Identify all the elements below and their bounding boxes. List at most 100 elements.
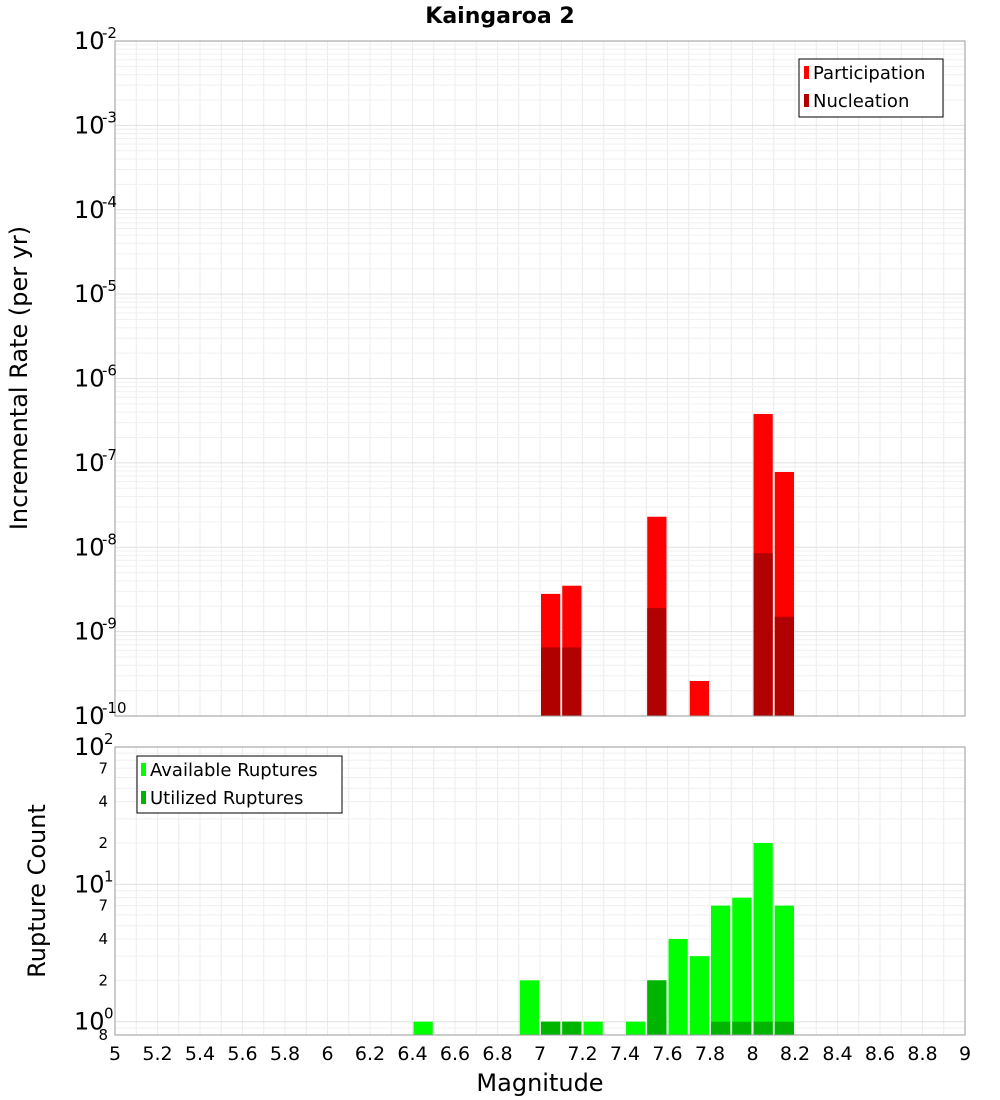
rate-y-tick-exponent: -5 [102, 277, 117, 295]
rate-y-tick-exponent: -7 [102, 446, 117, 464]
rate-bar-nucleation [541, 647, 561, 716]
x-tick-label: 5.8 [270, 1043, 300, 1065]
x-tick-label: 5.4 [185, 1043, 215, 1065]
rate-y-tick-label: 10 [74, 27, 105, 55]
rate-y-tick-label: 10 [74, 449, 105, 477]
rate-legend-box [798, 58, 944, 118]
x-tick-label: 6.8 [482, 1043, 512, 1065]
count-y-axis-label: Rupture Count [23, 804, 51, 978]
x-tick-label: 6.6 [440, 1043, 470, 1065]
available-legend-label: Available Ruptures [150, 760, 318, 781]
rate-y-tick-label: 10 [74, 618, 105, 646]
count-y-minor-tick-label: 2 [98, 834, 108, 852]
count-plot-border [114, 746, 966, 1036]
chart-title: Kaingaroa 2 [425, 4, 574, 29]
count-y-tick-label: 10 [74, 733, 105, 761]
rate-y-tick-exponent: -9 [102, 615, 117, 633]
rate-y-tick-label: 10 [74, 111, 105, 139]
rate-y-tick-label: 10 [74, 196, 105, 224]
utilized-legend-label: Utilized Ruptures [150, 788, 303, 809]
count-legend-box [136, 755, 343, 814]
rate-y-tick-exponent: -10 [102, 699, 127, 717]
x-tick-label: 7 [534, 1043, 546, 1065]
rate-panel: 10-210-310-410-510-610-710-810-910-10 In… [5, 24, 966, 730]
count-y-tick-label: 10 [74, 870, 105, 898]
count-bar-utilized-ruptures [541, 1021, 561, 1035]
count-y-minor-tick-label: 7 [98, 897, 108, 915]
rate-y-tick-exponent: -4 [102, 193, 117, 211]
count-legend: Available Ruptures Utilized Ruptures [136, 755, 343, 814]
count-bar-utilized-ruptures [562, 1021, 582, 1035]
count-bars [413, 843, 794, 1035]
rate-y-tick-exponent: -3 [102, 108, 117, 126]
x-ticks: 5 5.2 5.4 5.6 5.8 6 6.2 6.4 6.6 6.8 7 7.2 7.4 7.6 7.8 8… [109, 1043, 971, 1065]
rate-y-tick-label: 10 [74, 280, 105, 308]
x-tick-label: 7.4 [610, 1043, 640, 1065]
x-tick-label: 5.2 [142, 1043, 172, 1065]
count-bar-available-ruptures [413, 1021, 433, 1035]
rate-y-tick-label: 10 [74, 365, 105, 393]
x-tick-label: 6 [321, 1043, 333, 1065]
count-bar-available-ruptures [519, 980, 539, 1035]
count-y-tick-exponent: 0 [104, 1005, 114, 1023]
x-tick-label: 8.8 [907, 1043, 937, 1065]
rate-bar-nucleation [647, 608, 667, 716]
available-legend-swatch [141, 763, 146, 776]
count-y-minor-tick-label: 2 [98, 971, 108, 989]
count-bar-available-ruptures [732, 897, 752, 1035]
rate-bar-participation [689, 680, 709, 716]
count-bar-utilized-ruptures [647, 980, 667, 1035]
count-y-minor-tick-label: 4 [98, 930, 108, 948]
x-tick-label: 8.6 [865, 1043, 895, 1065]
rate-y-tick-exponent: -2 [102, 24, 117, 42]
nucleation-legend-label: Nucleation [813, 91, 909, 112]
x-tick-label: 8 [746, 1043, 758, 1065]
count-y-minor-tick-label: 8 [98, 1026, 108, 1044]
count-bar-available-ruptures [583, 1021, 603, 1035]
rate-bar-nucleation [753, 553, 773, 716]
x-tick-label: 8.4 [822, 1043, 852, 1065]
participation-legend-swatch [804, 66, 809, 79]
count-y-tick-exponent: 1 [104, 867, 114, 885]
rate-y-tick-label: 10 [74, 702, 105, 730]
x-tick-label: 6.4 [397, 1043, 427, 1065]
count-y-tick-label: 10 [74, 1008, 105, 1036]
participation-legend-label: Participation [813, 63, 925, 84]
x-tick-label: 5.6 [227, 1043, 257, 1065]
count-bar-available-ruptures [753, 843, 773, 1035]
count-bar-utilized-ruptures [711, 1021, 731, 1035]
count-y-minor-tick-label: 7 [98, 759, 108, 777]
rate-bar-nucleation [562, 647, 582, 716]
count-y-minor-tick-label: 4 [98, 793, 108, 811]
count-bar-available-ruptures [668, 939, 688, 1035]
rate-bar-nucleation [774, 616, 794, 716]
rate-y-ticks: 10-210-310-410-510-610-710-810-910-10 [74, 24, 127, 730]
count-bar-utilized-ruptures [774, 1021, 794, 1035]
count-bar-utilized-ruptures [753, 1021, 773, 1035]
rate-y-tick-exponent: -6 [102, 362, 117, 380]
x-tick-label: 9 [959, 1043, 971, 1065]
x-tick-label: 5 [109, 1043, 121, 1065]
x-axis-label: Magnitude [476, 1069, 603, 1097]
count-bar-available-ruptures [711, 905, 731, 1035]
count-bar-available-ruptures [774, 905, 794, 1035]
x-tick-label: 7.2 [567, 1043, 597, 1065]
utilized-legend-swatch [141, 791, 146, 804]
count-bar-available-ruptures [626, 1021, 646, 1035]
x-tick-label: 6.2 [355, 1043, 385, 1065]
x-tick-label: 8.2 [780, 1043, 810, 1065]
x-tick-label: 7.6 [652, 1043, 682, 1065]
count-y-tick-exponent: 2 [104, 730, 114, 748]
count-bar-utilized-ruptures [732, 1021, 752, 1035]
count-bar-available-ruptures [689, 956, 709, 1035]
nucleation-legend-swatch [804, 94, 809, 107]
rate-plot-border [114, 40, 966, 717]
rate-legend: Participation Nucleation [798, 58, 944, 118]
rate-y-axis-label: Incremental Rate (per yr) [5, 226, 33, 530]
rate-y-tick-exponent: -8 [102, 530, 117, 548]
rate-bars [541, 413, 794, 716]
rate-y-tick-label: 10 [74, 533, 105, 561]
